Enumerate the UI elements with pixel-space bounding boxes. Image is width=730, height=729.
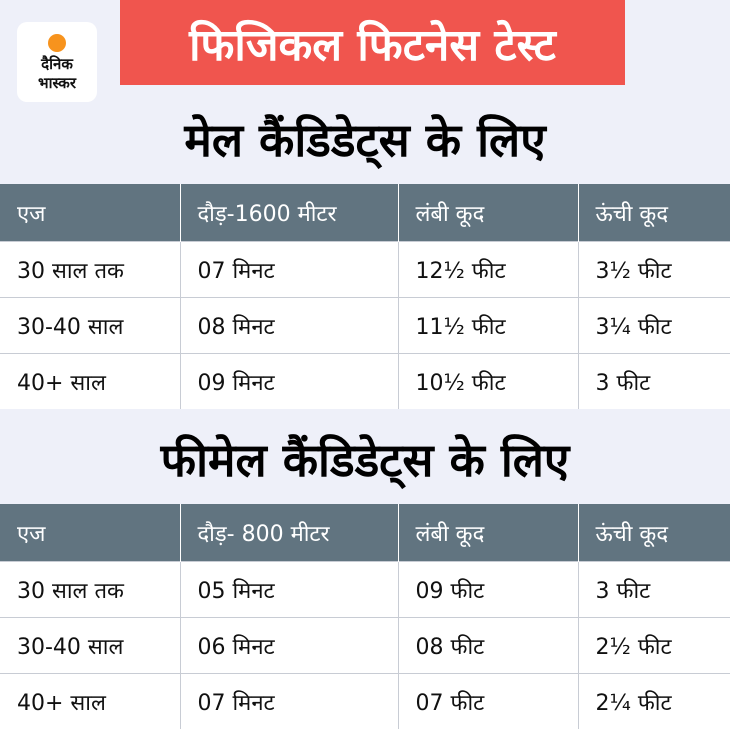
male-section-heading: मेल कैंडिडेट्स के लिए <box>0 108 730 170</box>
cell-age: 30 साल तक <box>0 562 180 618</box>
logo-text-line2: भास्कर <box>17 75 97 92</box>
cell-run: 05 मिनट <box>180 562 398 618</box>
cell-high-jump: 3¼ फीट <box>578 298 730 354</box>
logo-text-line1: दैनिक <box>17 56 97 73</box>
column-header-age: एज <box>0 184 180 242</box>
male-fitness-table: एज दौड़-1600 मीटर लंबी कूद ऊंची कूद 30 स… <box>0 184 730 409</box>
table-header-row: एज दौड़- 800 मीटर लंबी कूद ऊंची कूद <box>0 504 730 562</box>
cell-high-jump: 3½ फीट <box>578 242 730 298</box>
sun-icon <box>48 34 66 52</box>
female-fitness-table: एज दौड़- 800 मीटर लंबी कूद ऊंची कूद 30 स… <box>0 504 730 729</box>
cell-long-jump: 11½ फीट <box>398 298 578 354</box>
cell-long-jump: 12½ फीट <box>398 242 578 298</box>
table-row: 30 साल तक 07 मिनट 12½ फीट 3½ फीट <box>0 242 730 298</box>
cell-long-jump: 09 फीट <box>398 562 578 618</box>
table-row: 30 साल तक 05 मिनट 09 फीट 3 फीट <box>0 562 730 618</box>
cell-long-jump: 08 फीट <box>398 618 578 674</box>
column-header-high-jump: ऊंची कूद <box>578 184 730 242</box>
cell-high-jump: 3 फीट <box>578 354 730 410</box>
cell-high-jump: 2½ फीट <box>578 618 730 674</box>
column-header-high-jump: ऊंची कूद <box>578 504 730 562</box>
cell-long-jump: 10½ फीट <box>398 354 578 410</box>
dainik-bhaskar-logo: दैनिक भास्कर <box>17 22 97 102</box>
cell-high-jump: 3 फीट <box>578 562 730 618</box>
table-header-row: एज दौड़-1600 मीटर लंबी कूद ऊंची कूद <box>0 184 730 242</box>
cell-run: 07 मिनट <box>180 674 398 729</box>
cell-age: 30 साल तक <box>0 242 180 298</box>
cell-run: 06 मिनट <box>180 618 398 674</box>
column-header-run: दौड़- 800 मीटर <box>180 504 398 562</box>
cell-age: 30-40 साल <box>0 298 180 354</box>
title-banner: फिजिकल फिटनेस टेस्ट <box>120 0 625 85</box>
cell-high-jump: 2¼ फीट <box>578 674 730 729</box>
cell-run: 08 मिनट <box>180 298 398 354</box>
table-row: 40+ साल 09 मिनट 10½ फीट 3 फीट <box>0 354 730 410</box>
cell-age: 40+ साल <box>0 674 180 729</box>
cell-run: 09 मिनट <box>180 354 398 410</box>
column-header-long-jump: लंबी कूद <box>398 184 578 242</box>
table-row: 40+ साल 07 मिनट 07 फीट 2¼ फीट <box>0 674 730 729</box>
column-header-long-jump: लंबी कूद <box>398 504 578 562</box>
cell-long-jump: 07 फीट <box>398 674 578 729</box>
female-section-heading: फीमेल कैंडिडेट्स के लिए <box>0 428 730 490</box>
table-row: 30-40 साल 08 मिनट 11½ फीट 3¼ फीट <box>0 298 730 354</box>
cell-age: 40+ साल <box>0 354 180 410</box>
column-header-age: एज <box>0 504 180 562</box>
cell-run: 07 मिनट <box>180 242 398 298</box>
column-header-run: दौड़-1600 मीटर <box>180 184 398 242</box>
cell-age: 30-40 साल <box>0 618 180 674</box>
table-row: 30-40 साल 06 मिनट 08 फीट 2½ फीट <box>0 618 730 674</box>
